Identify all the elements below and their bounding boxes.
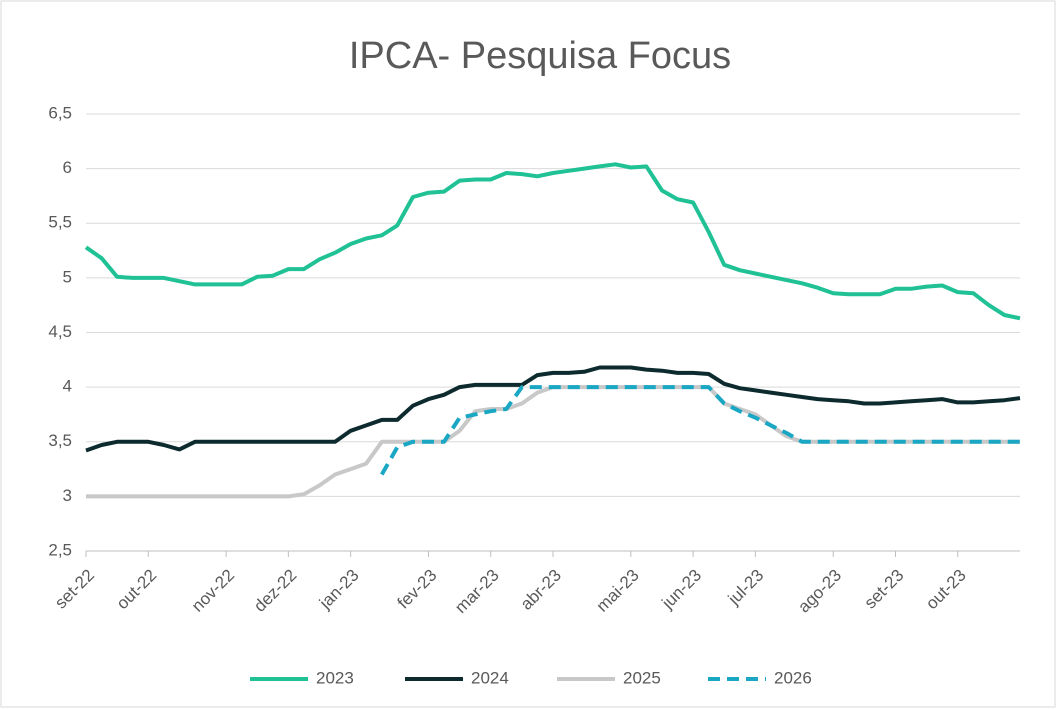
chart-title: IPCA- Pesquisa Focus bbox=[349, 35, 731, 77]
y-tick-label: 2,5 bbox=[48, 540, 72, 559]
series-line bbox=[84, 162, 1021, 321]
y-tick-label: 6 bbox=[63, 158, 72, 177]
y-tick-label: 3,5 bbox=[48, 431, 72, 450]
series-line bbox=[380, 385, 1020, 476]
y-tick-label: 5 bbox=[63, 267, 72, 286]
y-tick-label: 4 bbox=[63, 377, 72, 396]
legend-label: 2026 bbox=[774, 668, 812, 687]
legend-label: 2023 bbox=[316, 668, 354, 687]
y-tick-label: 4,5 bbox=[48, 322, 72, 341]
y-tick-label: 3 bbox=[63, 486, 72, 505]
legend-label: 2025 bbox=[623, 668, 661, 687]
legend-label: 2024 bbox=[471, 668, 509, 687]
y-tick-label: 6,5 bbox=[48, 103, 72, 122]
series-line bbox=[85, 365, 1021, 453]
y-tick-label: 5,5 bbox=[48, 213, 72, 232]
